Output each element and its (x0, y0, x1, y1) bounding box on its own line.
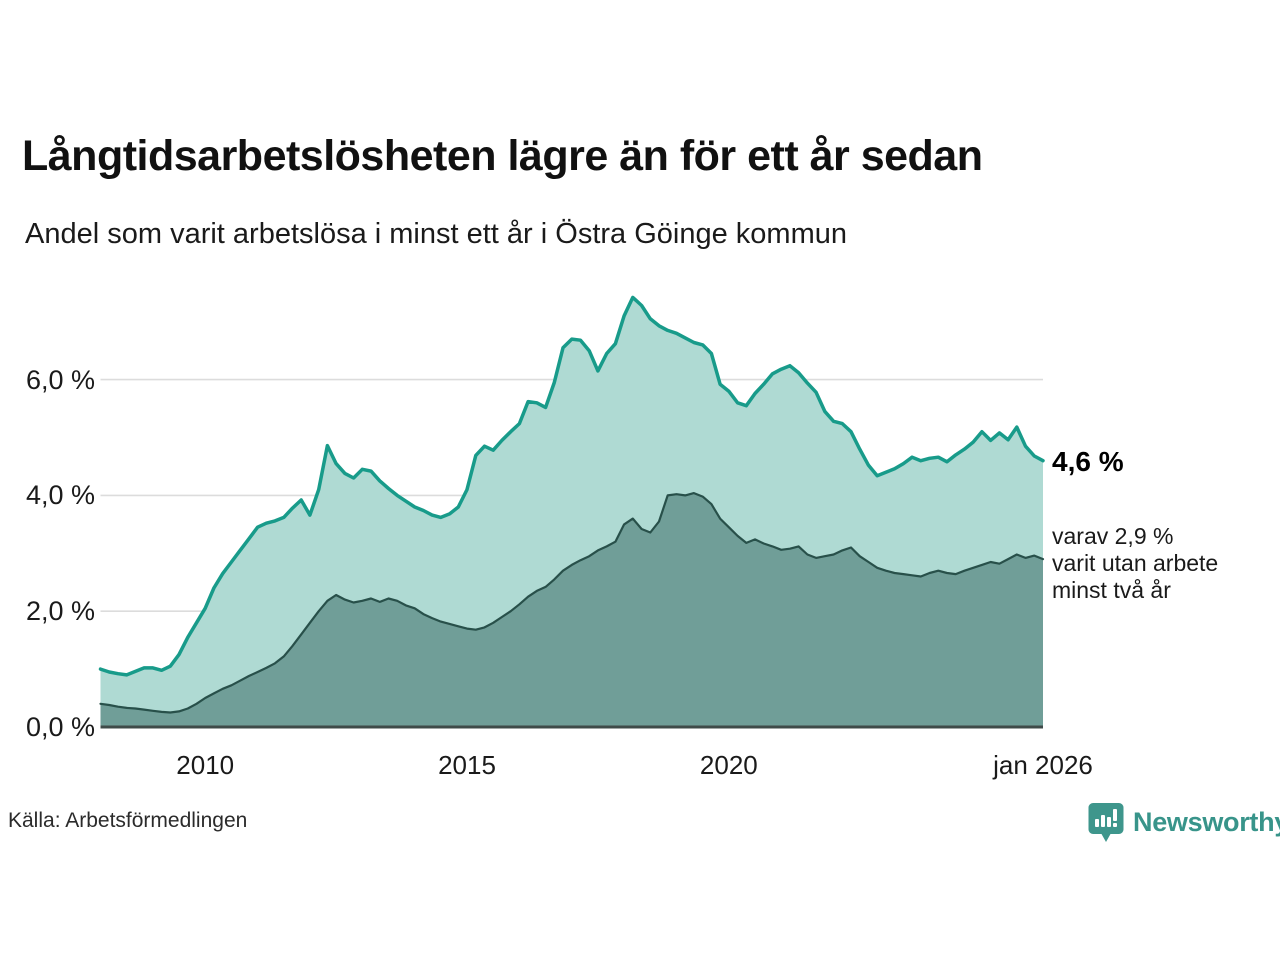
two-plus-years-area (100, 493, 1043, 727)
page-title: Långtidsarbetslösheten lägre än för ett … (22, 132, 983, 180)
y-tick-label: 6,0 % (25, 364, 95, 395)
y-tick-label: 4,0 % (25, 480, 95, 511)
two-plus-years-line (99, 492, 1045, 714)
breakdown-line: minst två år (1052, 577, 1171, 603)
page-subtitle: Andel som varit arbetslösa i minst ett å… (25, 218, 847, 250)
x-tick-label: jan 2026 (993, 750, 1093, 780)
source-caption: Källa: Arbetsförmedlingen (8, 809, 248, 832)
x-tick-label: 2020 (699, 750, 758, 780)
x-tick-label: 2015 (438, 750, 496, 780)
breakdown-annotation: varav 2,9 % varit utan arbete minst två … (1052, 523, 1218, 604)
newsworthy-logo: Newsworthy (1088, 802, 1280, 846)
breakdown-line: varav 2,9 % (1052, 523, 1174, 549)
latest-value-label: 4,6 % (1052, 446, 1124, 477)
newsworthy-bubble-icon (1088, 803, 1124, 842)
brand-name: Newsworthy (1133, 807, 1280, 837)
breakdown-line: varit utan arbete (1052, 550, 1219, 576)
x-tick-label: 2010 (176, 750, 235, 780)
y-tick-label: 0,0 % (25, 712, 95, 742)
y-tick-label: 2,0 % (25, 596, 95, 627)
total-line (98, 295, 1045, 677)
